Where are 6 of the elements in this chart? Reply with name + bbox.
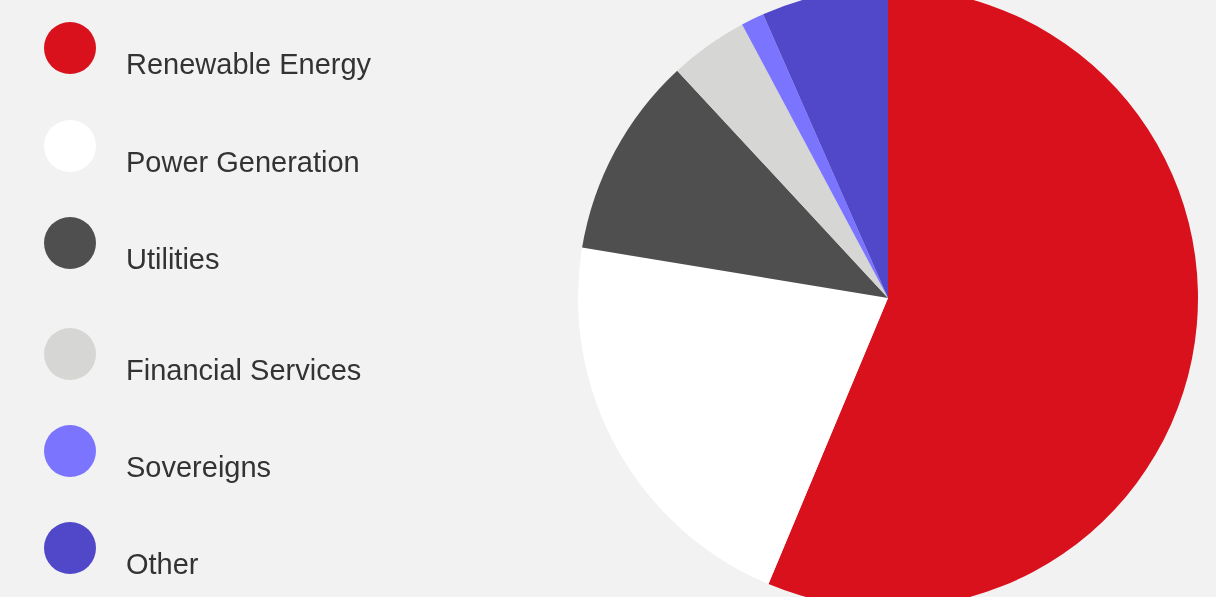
legend-label: Sovereigns [126,451,272,483]
legend-label: Financial Services [126,354,362,386]
legend-label: Renewable Energy [126,48,372,80]
legend-label: Power Generation [126,146,360,178]
legend-label: Other [126,548,199,580]
legend-label: Utilities [126,243,220,275]
